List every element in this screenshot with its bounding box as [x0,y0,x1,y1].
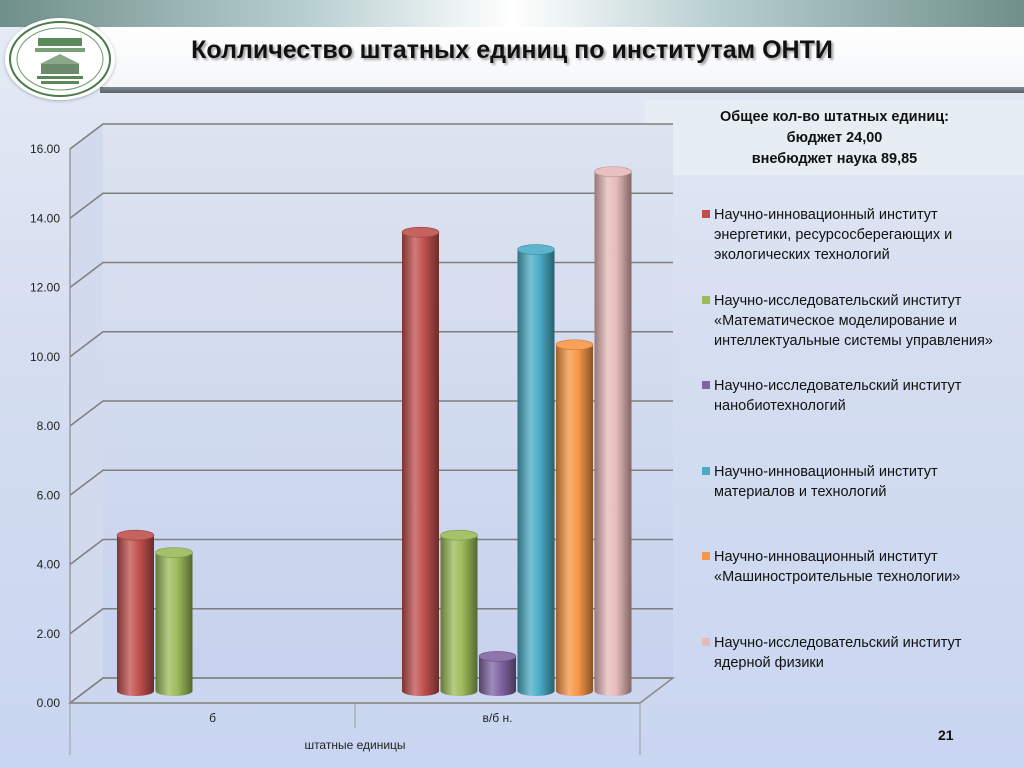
gridline [69,469,673,496]
bar [155,552,193,696]
bar-top [517,244,555,255]
summary-line-1: Общее кол-во штатных единиц: [719,109,950,125]
gridline [69,192,673,219]
y-tick-label: 4.00 [37,558,61,572]
legend-label: Научно-исследовательский институт наноби… [714,378,962,414]
bar-top [478,651,517,662]
gridline [69,538,673,566]
y-tick-label: 10.00 [30,350,60,364]
legend-swatch [702,381,710,389]
y-tick-label: 14.00 [30,211,60,225]
page-number: 21 [938,727,954,743]
bar-top [440,529,478,541]
bar [117,535,154,696]
legend-label: Научно-исследовательский институт ядерно… [714,635,962,671]
summary-box: Общее кол-во штатных единиц: бюджет 24,0… [645,100,1024,175]
legend-swatch [702,638,710,646]
y-tick-label: 8.00 [37,419,61,433]
x-tick-label: б [209,711,216,725]
university-emblem-icon [5,18,115,100]
bar [479,656,516,696]
bar-chart: 0.00 2.00 4.00 6.00 8.00 10.00 12.00 14.00 16.00… [30,123,676,755]
legend-swatch [702,296,710,304]
x-tick-label: в/б н. [483,711,513,725]
bar-top [594,166,632,177]
summary-line-2: бюджет 24,00 [786,130,883,146]
legend-swatch [702,552,710,560]
title-bar [100,27,1024,87]
page-title: Колличество штатных единиц по институтам… [191,36,833,64]
legend-label: Научно-инновационный институт материалов… [714,464,938,500]
y-tick-label: 12.00 [30,281,60,295]
bar-top [116,529,155,541]
summary-line-3: внебюджет наука 89,85 [751,151,918,167]
gridline [69,400,673,427]
legend-swatch [702,467,710,475]
bar [594,171,632,696]
bar [517,249,555,696]
legend-label: Научно-инновационный институт энергетики… [714,207,953,263]
title-underline [100,87,1024,93]
legend-label: Научно-инновационный институт «Машиностр… [714,549,961,585]
bar-top [155,547,193,558]
top-decorative-band [0,0,1024,27]
gridline [69,330,673,358]
gridline [69,123,673,150]
legend-swatch [702,210,710,218]
y-tick-label: 16.00 [30,142,60,156]
x-axis-title: штатные единицы [304,738,405,752]
legend-label: Научно-исследовательский институт «Матем… [714,293,993,349]
gridline [69,261,673,289]
y-tick-label: 6.00 [37,488,61,502]
y-tick-label: 2.00 [37,627,61,641]
y-tick-label: 0.00 [37,696,61,710]
bar [556,344,593,696]
bar-top [401,226,440,238]
bar [440,535,478,696]
gridline [69,607,673,635]
bar [402,232,439,696]
bar-top [555,339,594,351]
